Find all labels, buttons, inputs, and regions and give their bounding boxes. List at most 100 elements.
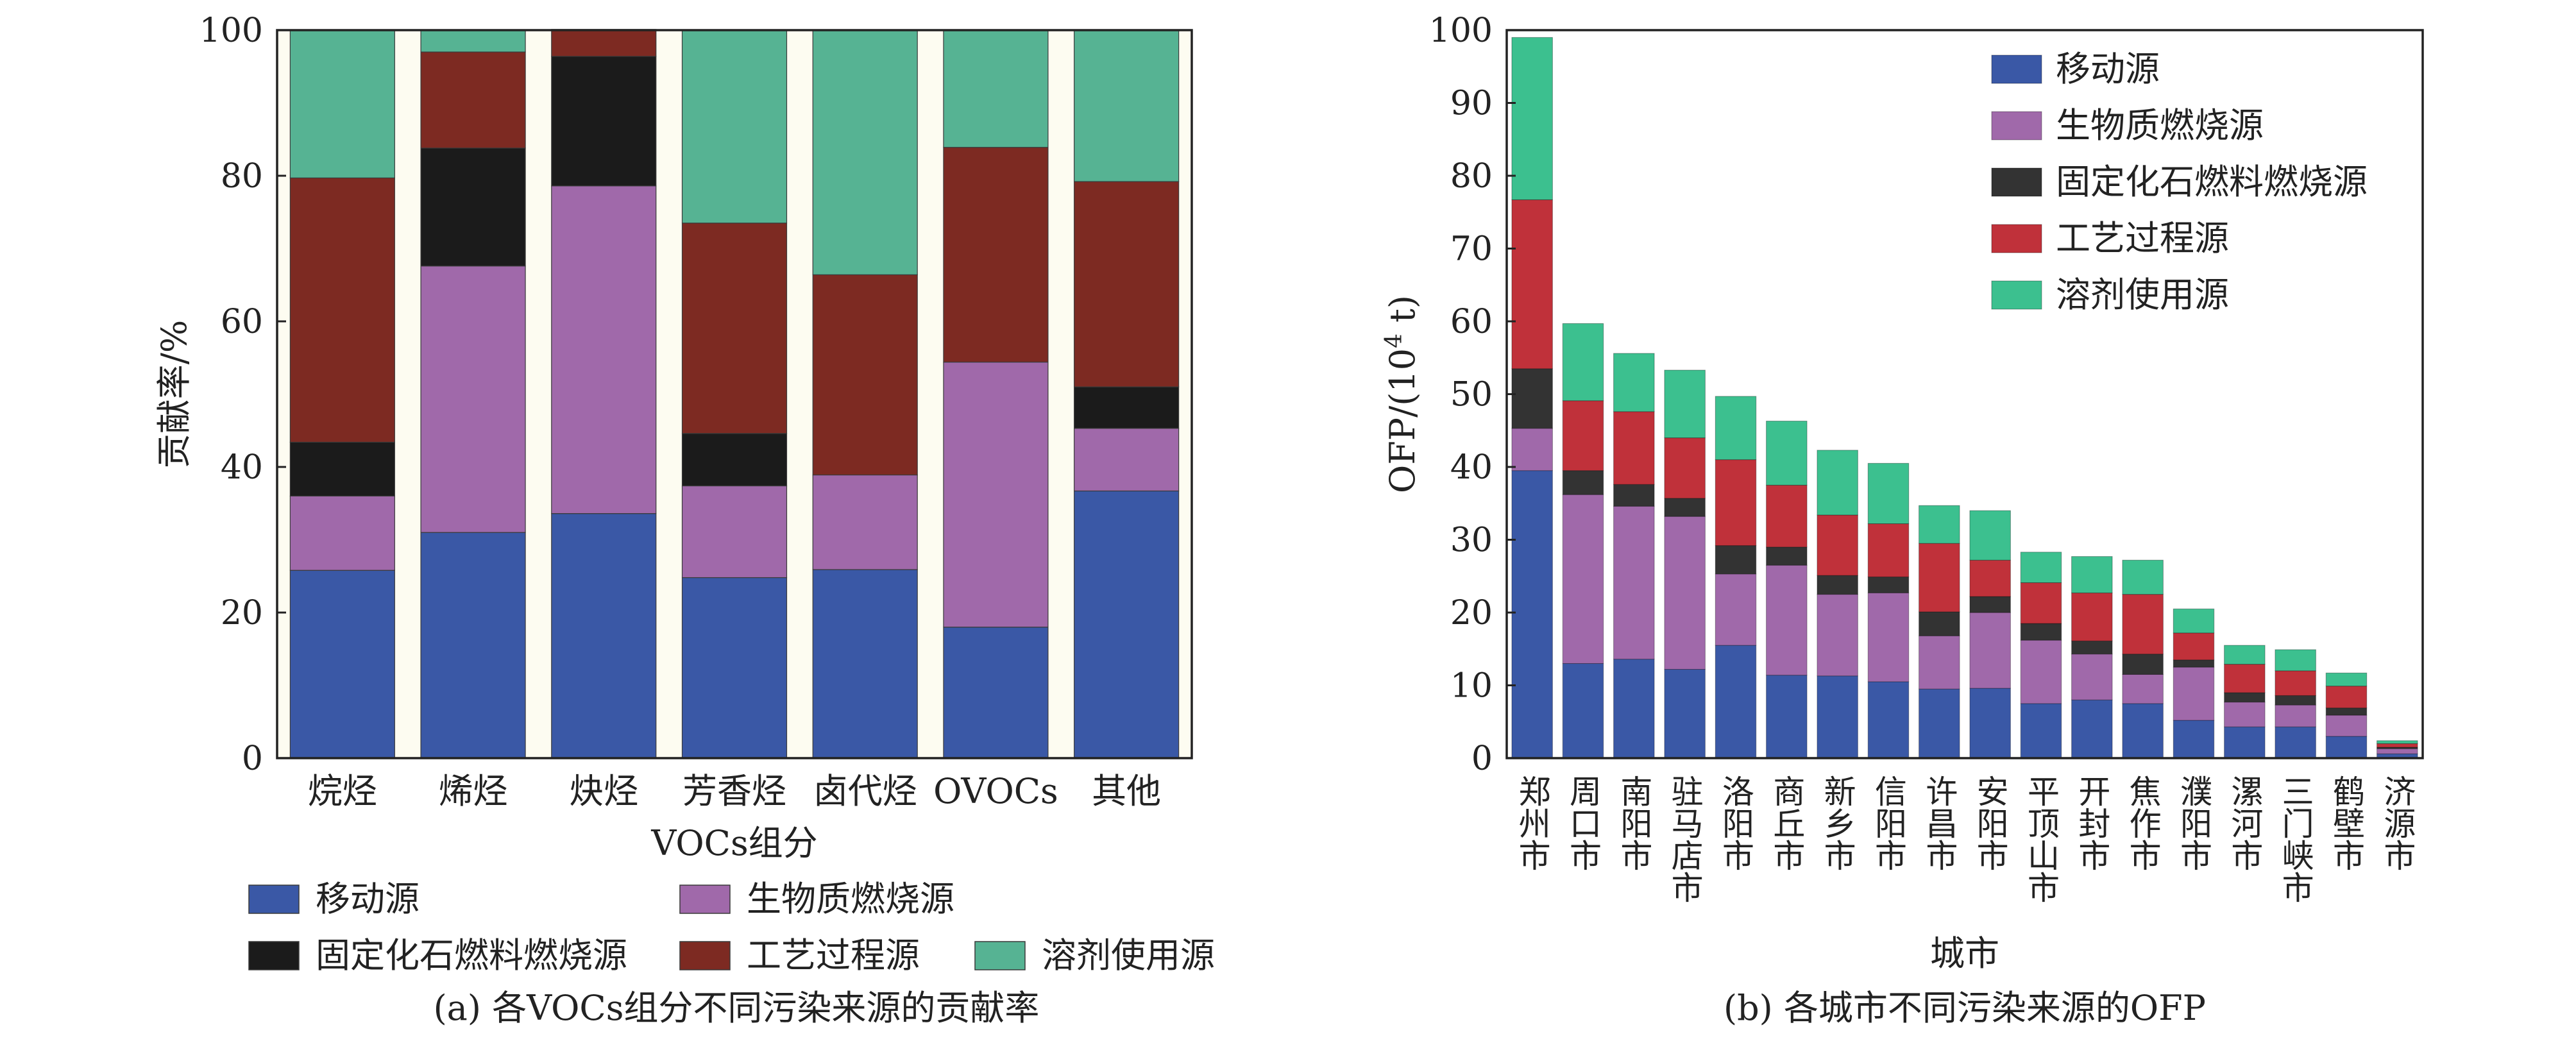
- bar-segment: [1511, 37, 1553, 200]
- legend-swatch: [679, 884, 731, 914]
- bar-segment: [2325, 686, 2368, 709]
- bar-segment: [2071, 640, 2113, 655]
- x-tick-label: 郑州市: [1514, 775, 1551, 871]
- x-axis-title: 城市: [1930, 933, 1999, 974]
- bar-segment: [1715, 459, 1757, 546]
- bar-segment: [1867, 576, 1910, 593]
- bar-segment: [1817, 575, 1858, 595]
- y-tick-label: 80: [1450, 157, 1493, 196]
- legend-label: 生物质燃烧源: [2056, 105, 2264, 146]
- bar-segment: [1766, 675, 1808, 759]
- y-tick-label: 50: [1450, 376, 1493, 414]
- bar-segment: [1074, 181, 1180, 387]
- bar-segment: [2224, 645, 2266, 665]
- bar-segment: [2173, 720, 2215, 759]
- bar-segment: [2020, 582, 2062, 624]
- bar-segment: [812, 30, 918, 275]
- legend-label: 工艺过程源: [747, 935, 920, 976]
- bar-segment: [2275, 670, 2316, 696]
- chart-panel-b: 郑州市 周口市 南阳市 驻马店市 洛阳市 商丘市 新乡市 信阳市 许昌市 安阳市 平顶山市 开封市 焦作…: [1381, 12, 2424, 1028]
- bar-segment: [420, 266, 526, 533]
- bar-segment: [1074, 30, 1180, 182]
- legend-label: 生物质燃烧源: [747, 879, 954, 919]
- y-tick-label: 0: [1471, 740, 1493, 778]
- bar-segment: [1919, 505, 1960, 544]
- bar-segment: [2071, 699, 2113, 759]
- bar-segment: [551, 185, 657, 514]
- bar-segment: [1715, 396, 1757, 461]
- legend-swatch: [1991, 167, 2042, 197]
- bar-segment: [1919, 543, 1960, 613]
- bar-segment: [1867, 523, 1910, 577]
- x-tick-label: 南阳市: [1615, 775, 1652, 871]
- bar-segment: [1613, 505, 1655, 660]
- plot-frame-a: [276, 29, 1193, 759]
- bar-segment: [2275, 695, 2316, 706]
- bar-segment: [943, 30, 1049, 148]
- bar-segment: [681, 223, 788, 434]
- bar-segment: [2173, 666, 2215, 721]
- x-tick-label: 安阳市: [1972, 775, 2009, 871]
- bar-segment: [2275, 726, 2316, 759]
- bar-segment: [2275, 649, 2316, 672]
- y-tick-label: 20: [221, 594, 263, 632]
- bar-segment: [1664, 669, 1706, 759]
- y-tick-label: 40: [221, 448, 263, 487]
- bar-segment: [551, 513, 657, 759]
- bar-segment: [1715, 545, 1757, 575]
- bar-segment: [681, 485, 788, 579]
- caption-b: (b) 各城市不同污染来源的OFP: [1724, 988, 2206, 1028]
- bar-segment: [943, 147, 1049, 363]
- bar-segment: [943, 627, 1049, 759]
- bar-segment: [1613, 353, 1655, 412]
- bar-segment: [812, 274, 918, 476]
- legend-swatch: [1991, 224, 2042, 253]
- x-tick-label: 信阳市: [1870, 775, 1907, 871]
- bar-segment: [2122, 673, 2164, 704]
- bar-segment: [681, 433, 788, 487]
- bar-segment: [2377, 743, 2418, 748]
- bar-segment: [2020, 552, 2062, 583]
- bar-segment: [551, 29, 657, 57]
- bar-segment: [1613, 659, 1655, 759]
- y-axis-title: 贡献率/%: [154, 320, 194, 469]
- y-axis-title: OFP/(104 t): [1381, 295, 1423, 493]
- bar-segment: [1074, 428, 1180, 492]
- bar-segment: [1867, 592, 1910, 682]
- bar-segment: [943, 361, 1049, 628]
- legend-label: 固定化石燃料燃烧源: [316, 935, 627, 976]
- bar-segment: [2325, 715, 2368, 737]
- bar-segment: [1562, 323, 1604, 402]
- bar-segment: [2173, 608, 2215, 634]
- bar-segment: [1613, 411, 1655, 485]
- bar-segment: [289, 570, 395, 759]
- bar-segment: [1664, 498, 1706, 517]
- legend-label: 溶剂使用源: [1042, 935, 1215, 976]
- x-tick-label: 濮阳市: [2175, 775, 2212, 871]
- bar-segment: [1562, 400, 1604, 471]
- bar-segment: [2224, 692, 2266, 703]
- legend-swatch: [1991, 55, 2042, 84]
- bar-segment: [1969, 612, 2011, 689]
- plot-frame-b: [1505, 29, 2424, 759]
- y-tick-label: 70: [1450, 230, 1493, 269]
- x-tick-label: 商丘市: [1768, 775, 1805, 871]
- x-tick-label: 卤代烃: [813, 771, 917, 811]
- legend-label: 工艺过程源: [2056, 218, 2229, 258]
- x-tick-label: 鹤壁市: [2328, 775, 2365, 871]
- y-tick-label: 30: [1450, 521, 1493, 560]
- bar-segment: [420, 148, 526, 267]
- legend-swatch: [248, 941, 300, 970]
- bar-segment: [1969, 688, 2011, 759]
- y-tick-label: 10: [1450, 667, 1493, 706]
- x-tick-label: 驻马店市: [1666, 775, 1704, 903]
- bar-segment: [2275, 704, 2316, 727]
- bar-segment: [289, 30, 395, 179]
- x-tick-label: 济源市: [2378, 775, 2416, 871]
- bar-segment: [1766, 420, 1808, 486]
- bar-segment: [1766, 564, 1808, 676]
- bar-segment: [1817, 594, 1858, 677]
- bar-segment: [1664, 516, 1706, 670]
- bar-segment: [681, 577, 788, 759]
